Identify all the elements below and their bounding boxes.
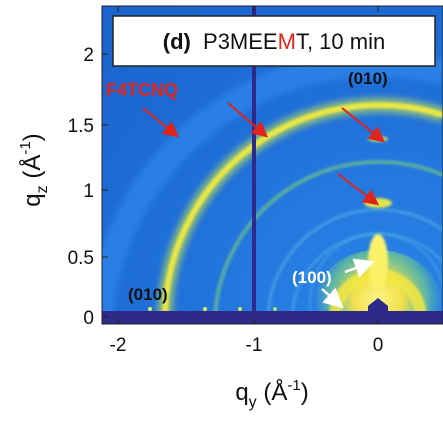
y-ticks [102,53,108,318]
x-tick-label: -1 [246,335,263,356]
x-tick-label: 0 [373,335,384,356]
red-arrow-2 [227,102,269,138]
red-arrow-4 [337,173,380,206]
title-highlight: M [278,29,296,54]
white-arrow-2 [321,287,344,309]
x-axis-title: qy (Å-1) [235,377,308,411]
title-box: (d) P3MEEMT, 10 min [112,15,436,67]
y-tick-label: 1 [83,181,94,202]
panel-label: (d) [163,29,191,54]
dopant-label: F4TCNQ [106,80,178,100]
svg-text:(d) P3MEEMT, 10 min: (d) P3MEEMT, 10 min [163,29,385,54]
red-arrow-3 [341,107,386,143]
y-tick-labels: 0 0.5 1 1.5 2 [68,45,94,329]
y-tick-label: 1.5 [68,116,94,137]
yoneda-band [102,311,443,324]
x-tick-labels: -2 -1 0 [110,335,384,356]
red-arrow-1 [142,107,180,138]
y-tick-label: 0.5 [68,248,94,269]
peak-010-top-label: (010) [348,69,388,88]
x-ticks [117,6,379,324]
horizon-spots [148,307,277,311]
x-tick-label: -2 [110,335,127,356]
title-suffix: T, 10 min [296,29,385,54]
title-prefix: P3MEE [203,29,278,54]
peak-010-bottom-label: (010) [128,285,168,304]
peak-100-label: (100) [292,268,332,287]
y-tick-label: 0 [83,308,94,329]
plot-frame [101,5,443,325]
annotations: F4TCNQ (010) (010) (100) [106,69,388,309]
y-axis-title: qz (Å-1) [17,133,51,206]
y-tick-label: 2 [83,45,94,66]
white-arrow-1 [344,258,375,278]
cut-line [252,6,256,324]
